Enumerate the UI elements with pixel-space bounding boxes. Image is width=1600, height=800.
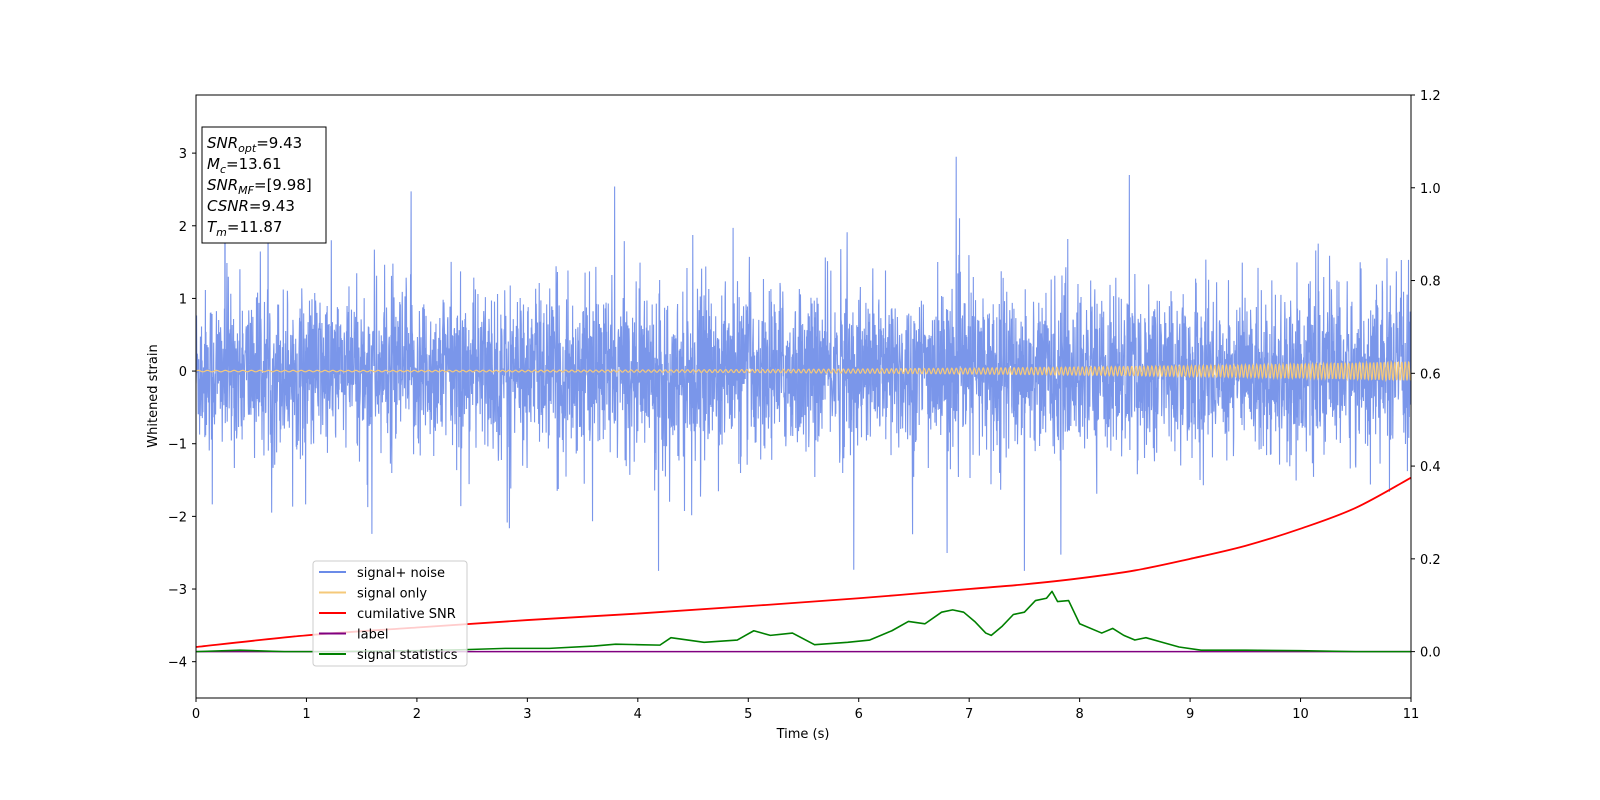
y-left-tick-label: 0 <box>179 365 187 380</box>
x-axis-label: Time (s) <box>776 727 830 742</box>
y-right-axis-ticks: 1.2 1.0 0.8 0.6 0.4 0.2 0.0 <box>1411 89 1441 661</box>
x-tick-label: 2 <box>413 707 421 722</box>
y-left-axis-ticks: 3 2 1 0 −1 −2 −3 −4 <box>168 147 196 671</box>
y-right-tick-label: 1.0 <box>1420 182 1441 197</box>
legend-entry-label: label <box>357 628 388 643</box>
legend-frame <box>312 560 468 667</box>
legend-entry-label: signal+ noise <box>357 566 445 581</box>
x-tick-label: 4 <box>634 707 642 722</box>
y-left-tick-label: −2 <box>168 510 187 525</box>
plot-frame <box>195 94 1412 699</box>
y-axis-label: Whitened strain <box>146 344 161 447</box>
info-box-line: Tm=11.87 <box>207 218 282 239</box>
x-tick-label: 8 <box>1075 707 1083 722</box>
series-signal-only-line <box>196 359 1411 383</box>
info-box: SNRopt=9.43Mc=13.61SNRMF=[9.98]CSNR=9.43… <box>201 126 327 244</box>
info-box-frame <box>201 126 327 244</box>
y-left-tick-label: −1 <box>168 438 187 453</box>
legend-entry-label: signal only <box>357 587 427 602</box>
info-box-line: Mc=13.61 <box>207 155 282 176</box>
y-right-tick-label: 1.2 <box>1420 89 1441 104</box>
info-box-line: SNRMF=[9.98] <box>207 176 312 197</box>
x-tick-label: 0 <box>192 707 200 722</box>
y-right-tick-label: 0.6 <box>1420 367 1441 382</box>
info-box-line: SNRopt=9.43 <box>207 134 302 155</box>
y-right-tick-label: 0.8 <box>1420 275 1441 290</box>
x-tick-label: 11 <box>1403 707 1420 722</box>
y-right-tick-label: 0.2 <box>1420 553 1441 568</box>
y-left-tick-label: 2 <box>179 220 187 235</box>
y-left-tick-label: 3 <box>179 147 187 162</box>
y-left-tick-label: −3 <box>168 583 187 598</box>
series-signal-noise-line <box>196 131 1411 571</box>
x-tick-label: 3 <box>523 707 531 722</box>
legend-entry-label: cumilative SNR <box>357 607 456 622</box>
x-tick-label: 7 <box>965 707 973 722</box>
x-tick-label: 5 <box>744 707 752 722</box>
x-tick-label: 6 <box>855 707 863 722</box>
legend: signal+ noise signal only cumilative SNR la… <box>312 560 468 667</box>
x-tick-label: 10 <box>1292 707 1309 722</box>
series-signal-statistics-line <box>196 590 1411 653</box>
y-right-tick-label: 0.4 <box>1420 460 1441 475</box>
info-box-line: CSNR=9.43 <box>207 197 295 215</box>
y-left-tick-label: 1 <box>179 292 187 307</box>
x-tick-label: 1 <box>302 707 310 722</box>
y-right-tick-label: 0.0 <box>1420 646 1441 661</box>
x-axis-ticks: 0 1 2 3 4 5 6 7 8 9 10 11 <box>192 698 1419 722</box>
x-tick-label: 9 <box>1186 707 1194 722</box>
legend-entry-label: signal statistics <box>357 648 458 663</box>
y-left-tick-label: −4 <box>168 656 187 671</box>
